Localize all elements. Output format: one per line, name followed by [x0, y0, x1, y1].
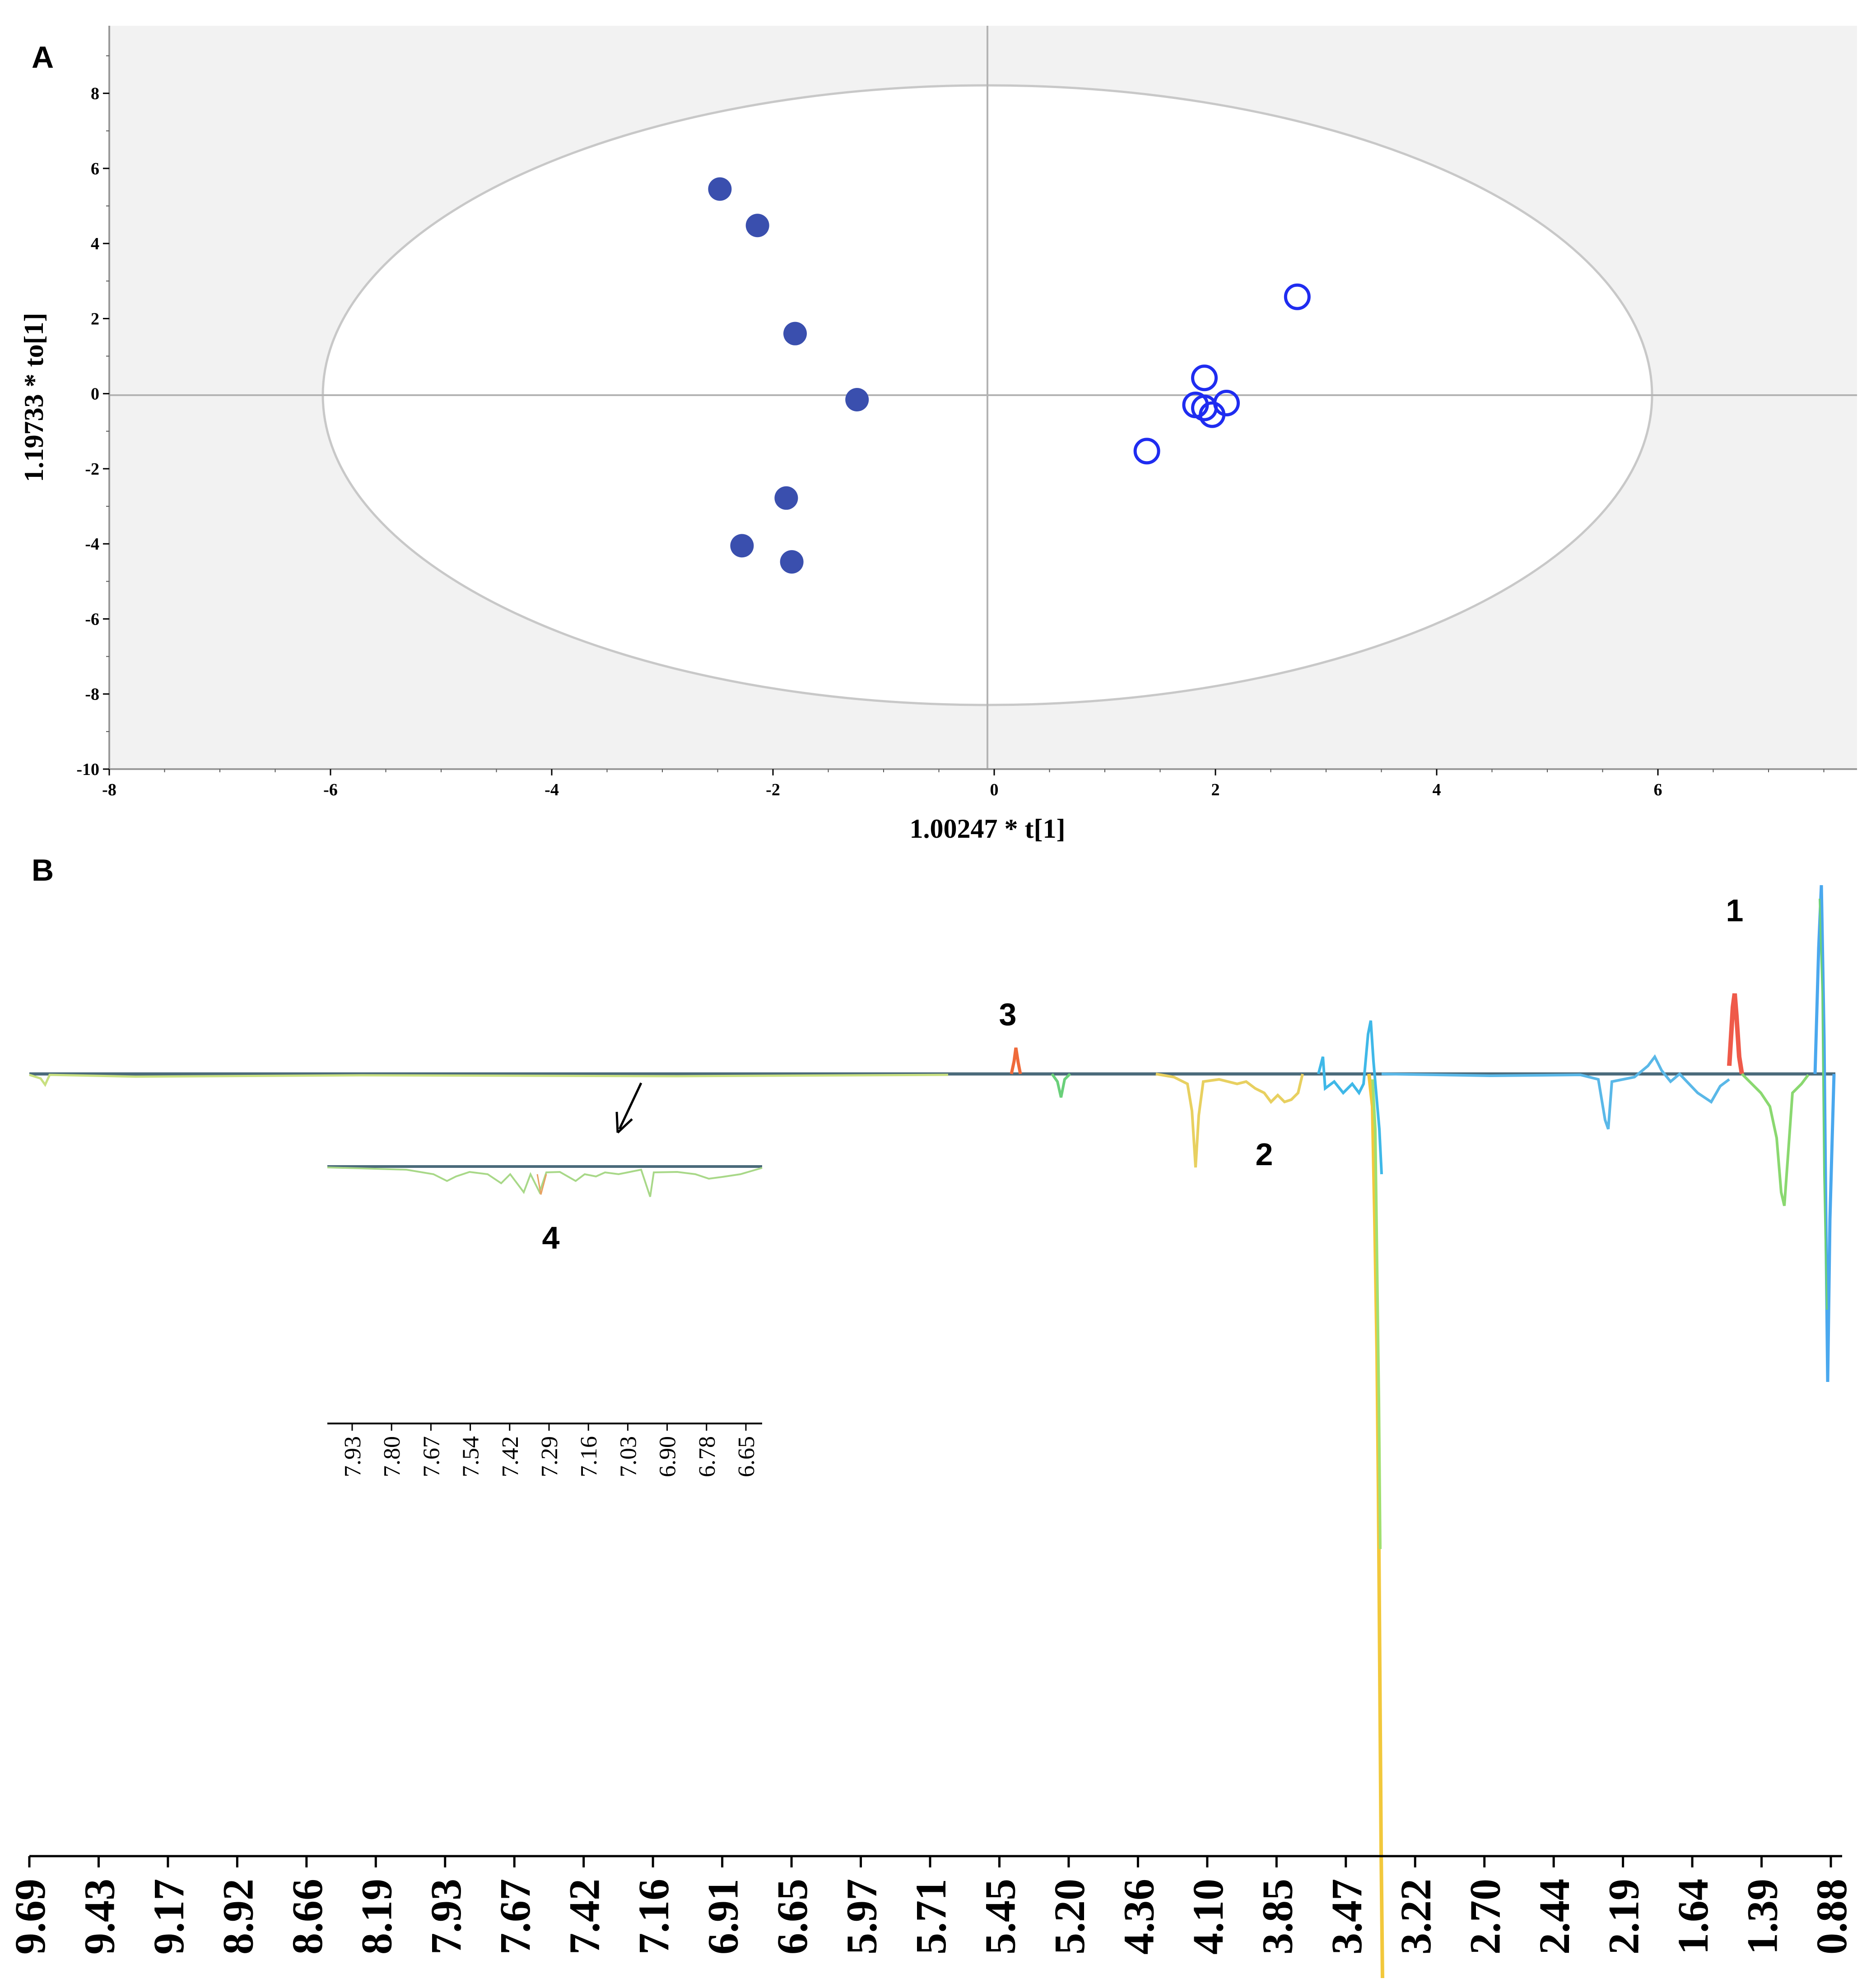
inset-x-tick-label: 6.78	[694, 1436, 720, 1477]
x-tick-label-a: -8	[102, 780, 116, 799]
x-tick-label-b: 4.10	[1184, 1879, 1232, 1955]
inset-x-tick-label: 6.65	[734, 1436, 759, 1477]
x-tick-label-a: -4	[545, 780, 559, 799]
x-tick-label-b: 6.91	[699, 1879, 747, 1955]
y-tick-label-a: 2	[91, 309, 99, 328]
inset-x-tick-label: 7.93	[340, 1436, 366, 1477]
inset-x-tick-label: 7.42	[498, 1436, 523, 1477]
peak-label-2: 2	[1256, 1137, 1273, 1172]
spectrum-trace-peak1	[1727, 993, 1744, 1074]
plot-b-ticks: 9.69 9.43 9.17 8.92 8.66 8.19 7.93 7.67 7.42 7.16…	[6, 1856, 1856, 1955]
scatter-point-filled	[708, 177, 732, 201]
inset-x-tick-label: 7.03	[615, 1436, 641, 1477]
x-tick-label-b: 7.42	[560, 1879, 609, 1955]
x-tick-label-b: 3.22	[1392, 1879, 1440, 1955]
x-tick-label-b: 2.19	[1600, 1879, 1648, 1955]
scatter-point-filled	[730, 534, 754, 558]
x-tick-label-b: 7.16	[629, 1879, 678, 1955]
x-tick-label-b: 5.71	[907, 1879, 955, 1955]
x-tick-label-b: 9.43	[75, 1879, 123, 1955]
y-tick-label-a: -6	[85, 610, 99, 629]
scatter-point-open	[1191, 364, 1218, 392]
inset-x-tick-label: 7.29	[537, 1436, 563, 1477]
x-tick-label-b: 2.44	[1530, 1879, 1578, 1955]
y-tick-label-a: -8	[85, 685, 99, 704]
scatter-point-open	[1199, 401, 1226, 428]
x-tick-label-b: 2.70	[1461, 1879, 1509, 1955]
spectrum-trace-main-peak-green	[1371, 1079, 1382, 1549]
x-tick-label-a: 6	[1654, 780, 1662, 799]
inset-trace-orange	[536, 1174, 547, 1195]
x-tick-label-a: -6	[323, 780, 338, 799]
y-tick-label-a: 8	[91, 84, 99, 103]
x-tick-label-b: 7.67	[491, 1879, 539, 1955]
y-tick-label-a: 6	[91, 159, 99, 178]
y-axis-title-a: 1.19733 * to[1]	[19, 313, 49, 482]
x-tick-label-b: 5.20	[1045, 1879, 1094, 1955]
loadings-spectrum	[29, 885, 1836, 1979]
scatter-point-open	[1133, 438, 1160, 465]
y-tick-label-a: 0	[91, 385, 99, 404]
x-axis-title-a: 1.00247 * t[1]	[910, 814, 1066, 844]
spectrum-trace-region-b	[1155, 1073, 1304, 1168]
x-tick-label-b: 1.39	[1738, 1879, 1787, 1955]
panel-a-label: A	[32, 40, 54, 75]
spectrum-trace-region-e	[1741, 1073, 1810, 1206]
x-tick-label-b: 6.65	[768, 1879, 816, 1955]
scatter-point-filled	[745, 214, 769, 238]
peak-label-4: 4	[542, 1220, 560, 1255]
spectrum-trace-peak3	[1010, 1047, 1022, 1074]
inset-x-tick-label: 7.54	[458, 1436, 484, 1477]
x-tick-label-b: 4.36	[1114, 1879, 1163, 1955]
x-tick-label-a: 0	[990, 780, 999, 799]
spectrum-trace-region-a	[1051, 1073, 1071, 1098]
x-tick-label-b: 1.64	[1669, 1879, 1717, 1955]
y-tick-label-a: 4	[91, 234, 99, 253]
x-tick-label-b: 9.17	[144, 1879, 193, 1955]
x-tick-label-b: 3.85	[1253, 1879, 1301, 1955]
y-tick-label-a: -10	[76, 760, 99, 779]
x-tick-label-a: 2	[1211, 780, 1220, 799]
scatter-point-filled	[783, 322, 807, 345]
x-tick-label-b: 8.19	[352, 1879, 400, 1955]
inset-x-tick-label: 6.90	[655, 1436, 681, 1477]
x-tick-label-b: 8.92	[214, 1879, 262, 1955]
x-tick-label-b: 3.47	[1322, 1879, 1371, 1955]
panel-b-label: B	[32, 853, 54, 887]
scatter-point-filled	[780, 550, 804, 574]
spectrum-trace-region-d	[1381, 1054, 1730, 1129]
x-tick-label-a: -2	[766, 780, 780, 799]
x-tick-label-b: 9.69	[6, 1879, 54, 1955]
arrow-icon	[615, 1082, 642, 1134]
spectrum-trace-region-f-green	[1819, 898, 1828, 1310]
aromatic-inset: 7.93 7.80 7.67 7.54 7.42 7.29 7.16 7.03 6.90 6.78…	[327, 1165, 763, 1477]
peak-label-1: 1	[1726, 893, 1744, 928]
x-tick-label-b: 5.97	[838, 1879, 886, 1955]
plot-a-points	[708, 177, 1311, 574]
y-tick-label-a: -2	[85, 460, 99, 479]
x-tick-label-a: 4	[1433, 780, 1441, 799]
inset-x-tick-label: 7.80	[379, 1436, 405, 1477]
inset-trace	[327, 1167, 763, 1197]
spectrum-trace-left	[29, 1073, 949, 1087]
y-tick-label-a: -4	[85, 535, 99, 554]
x-tick-label-b: 8.66	[283, 1879, 331, 1955]
scatter-point-open	[1284, 283, 1311, 310]
inset-x-tick-label: 7.67	[419, 1436, 444, 1477]
x-tick-label-b: 0.88	[1807, 1879, 1856, 1955]
inset-ticks: 7.93 7.80 7.67 7.54 7.42 7.29 7.16 7.03 6.90 6.78…	[340, 1423, 759, 1477]
inset-x-tick-label: 7.16	[576, 1436, 602, 1477]
scatter-point-filled	[845, 387, 869, 411]
peak-label-3: 3	[999, 997, 1017, 1032]
spectrum-trace-region-c	[1317, 1020, 1383, 1175]
x-tick-label-b: 5.45	[976, 1879, 1024, 1955]
x-tick-label-b: 7.93	[422, 1879, 470, 1955]
scatter-point-filled	[774, 486, 798, 510]
